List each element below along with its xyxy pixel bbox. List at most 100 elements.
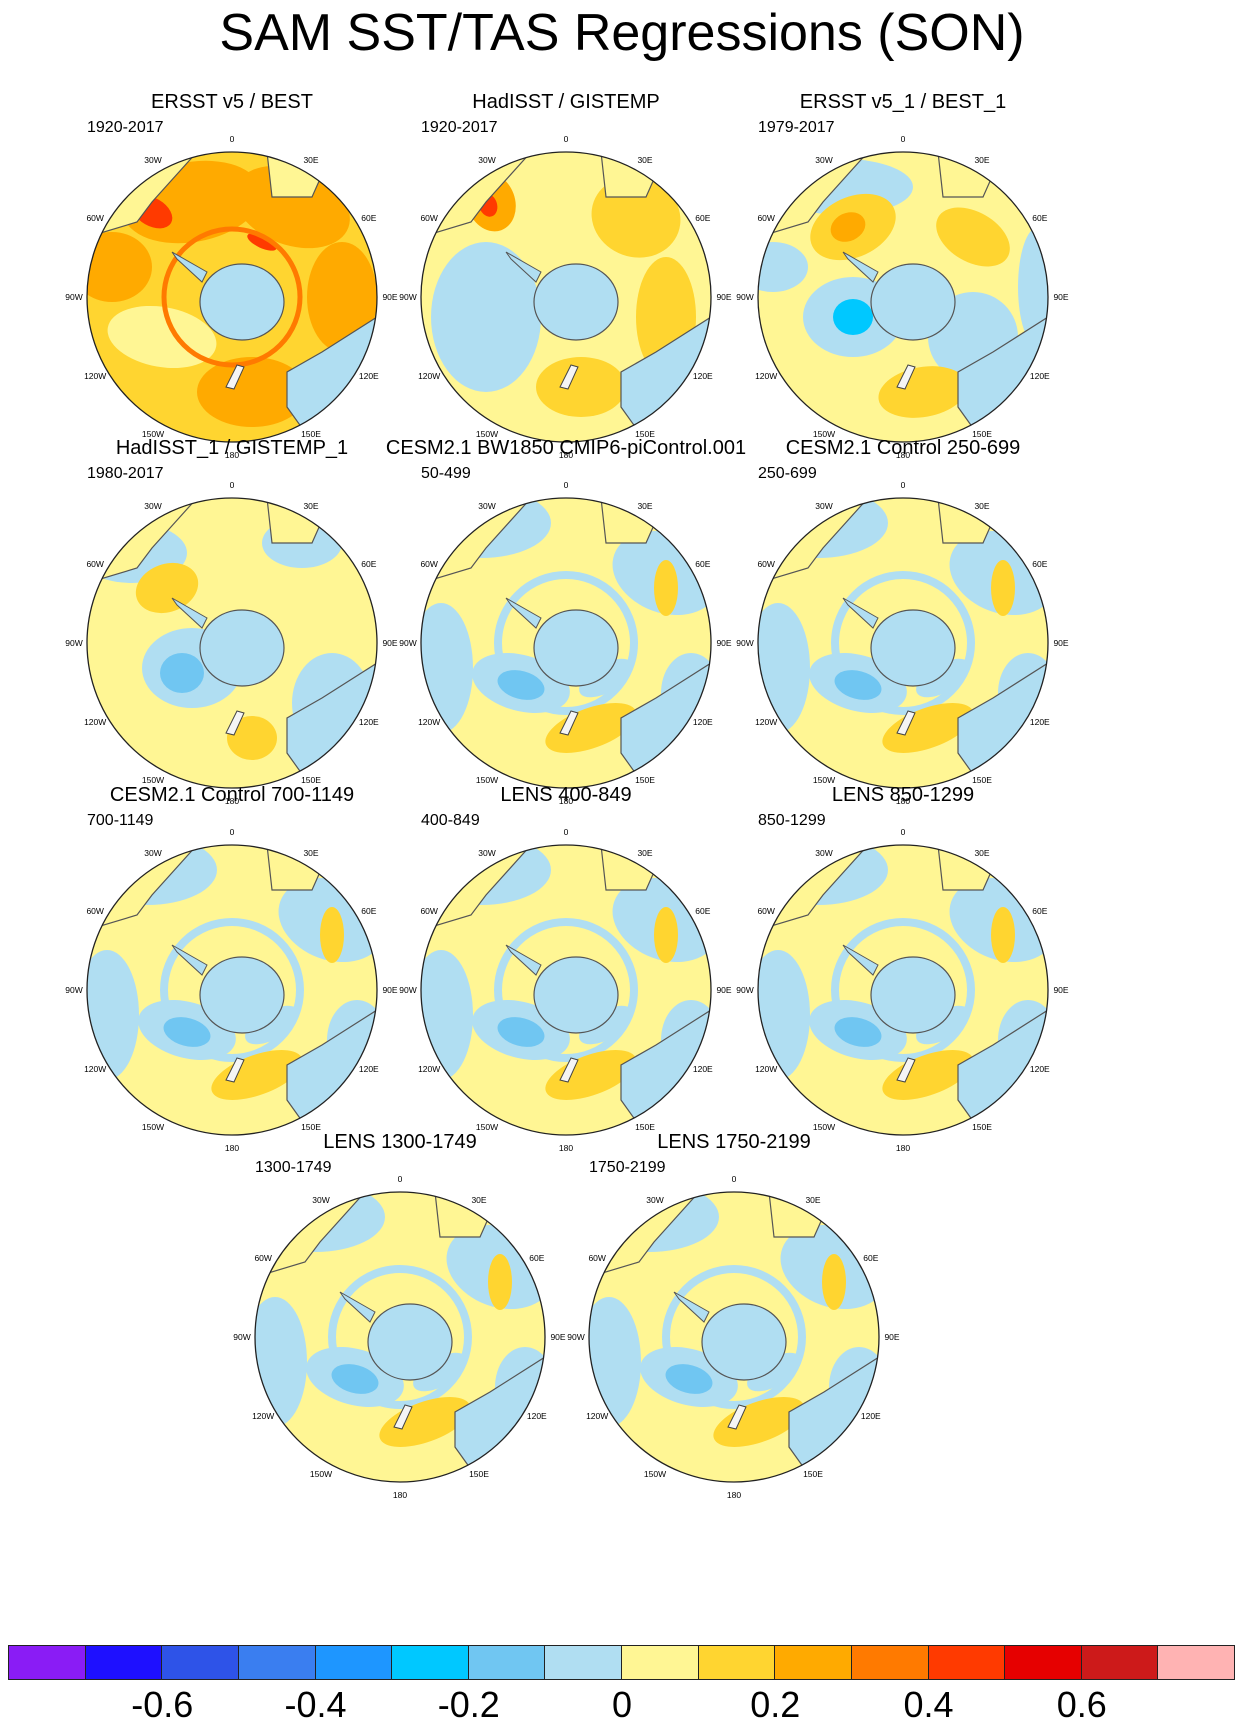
- colorbar-tick-label: 0.4: [903, 1684, 954, 1725]
- antarctica-landmass: [870, 609, 956, 687]
- anomaly-region: [536, 357, 626, 417]
- longitude-label: 0: [563, 480, 569, 490]
- anomaly-region: [579, 658, 633, 698]
- longitude-label: 30W: [646, 1195, 664, 1206]
- longitude-label: 30E: [303, 501, 319, 512]
- longitude-label: 120E: [860, 1411, 881, 1421]
- longitude-label: 30E: [637, 155, 653, 166]
- antarctic-peninsula: [171, 251, 208, 283]
- longitude-label: 30W: [144, 501, 162, 512]
- colorbar-tick-label: 0: [611, 1684, 633, 1725]
- anomaly-region: [497, 1017, 545, 1047]
- longitude-label: 120W: [586, 1411, 609, 1421]
- longitude-label: 150W: [475, 774, 499, 785]
- anomaly-region: [87, 950, 139, 1080]
- longitude-label: 30W: [815, 848, 833, 859]
- anomaly-region: [747, 1352, 801, 1392]
- longitude-label: 60E: [695, 559, 711, 569]
- map-boundary: [757, 844, 1049, 1136]
- longitude-label: 60E: [695, 213, 711, 223]
- map-panels: [86, 151, 1049, 1483]
- longitude-label: 0: [229, 134, 235, 144]
- anomaly-ring: [328, 1265, 472, 1409]
- anomaly-region: [545, 703, 637, 753]
- panel-title: LENS 1750-2199: [657, 1131, 811, 1153]
- longitude-label: 60E: [361, 906, 377, 916]
- longitude-label: 180: [224, 450, 240, 460]
- anomaly-region: [991, 560, 1015, 616]
- antarctica-landmass: [533, 609, 619, 687]
- map-panel-4: [87, 498, 377, 788]
- map-boundary: [420, 151, 712, 443]
- anomaly-region: [163, 1017, 211, 1047]
- colorbar-tick-label: 0.2: [750, 1684, 801, 1725]
- colorbar-box: [314, 1645, 393, 1680]
- colorbar-box: [467, 1645, 546, 1680]
- anomaly-region: [160, 653, 204, 693]
- new-zealand-landmass: [393, 1404, 413, 1430]
- map-boundary: [588, 1191, 880, 1483]
- longitude-label: 150E: [301, 774, 321, 785]
- longitude-label: 60E: [361, 213, 377, 223]
- anomaly-region: [579, 1005, 633, 1045]
- colorbar-box: [391, 1645, 469, 1680]
- anomaly-region: [713, 1397, 805, 1447]
- colorbar-tick-label: -0.4: [284, 1684, 347, 1725]
- longitude-label: 150W: [475, 428, 499, 439]
- antarctica-landmass: [870, 956, 956, 1034]
- anomaly-ring: [831, 571, 975, 715]
- anomaly-region: [830, 212, 866, 242]
- panel-title: LENS 400-849: [500, 784, 632, 806]
- longitude-label: 150W: [141, 1121, 165, 1132]
- longitude-label: 90E: [550, 1332, 566, 1342]
- anomaly-ring: [494, 918, 638, 1062]
- anomaly-region: [882, 1050, 974, 1100]
- longitude-label: 150W: [141, 428, 165, 439]
- map-panel-2: [421, 152, 711, 442]
- map-panel-6: [758, 498, 1048, 788]
- anomaly-region: [421, 950, 473, 1080]
- longitude-label: 30E: [303, 155, 319, 166]
- longitude-label: 30W: [815, 155, 833, 166]
- anomaly-region: [665, 1364, 713, 1394]
- longitude-label: 120E: [692, 717, 713, 727]
- antarctica-landmass: [533, 263, 619, 341]
- panel-period: 700-1149: [87, 812, 154, 829]
- panel-period: 1920-2017: [421, 119, 498, 136]
- longitude-label: 150W: [812, 1121, 836, 1132]
- longitude-label: 30E: [974, 848, 990, 859]
- longitude-label: 90E: [884, 1332, 900, 1342]
- new-zealand-landmass: [896, 710, 916, 736]
- panel-title: ERSST v5_1 / BEST_1: [799, 91, 1007, 113]
- longitude-label: 90W: [399, 638, 417, 648]
- antarctic-peninsula: [505, 597, 542, 629]
- longitude-label: 150E: [803, 1468, 823, 1479]
- longitude-label: 0: [563, 827, 569, 837]
- antarctica-landmass: [199, 609, 285, 687]
- longitude-label: 180: [726, 1490, 742, 1500]
- map-panel-3: [758, 152, 1048, 442]
- longitude-label: 120E: [526, 1411, 547, 1421]
- longitude-label: 120E: [1029, 717, 1050, 727]
- panel-title: ERSST v5 / BEST: [151, 91, 313, 113]
- longitude-label: 60W: [757, 213, 775, 223]
- anomaly-region: [833, 299, 873, 335]
- longitude-label: 0: [563, 134, 569, 144]
- colorbar-box: [1157, 1645, 1235, 1680]
- anomaly-ring: [160, 918, 304, 1062]
- longitude-label: 180: [224, 796, 240, 806]
- new-zealand-landmass: [727, 1404, 747, 1430]
- longitude-label: 120W: [418, 1064, 441, 1074]
- colorbar-tick-label: 0.6: [1056, 1684, 1107, 1725]
- longitude-label: 150E: [972, 428, 992, 439]
- longitude-label: 120E: [1029, 371, 1050, 381]
- longitude-label: 90E: [382, 292, 398, 302]
- longitude-label: 0: [900, 827, 906, 837]
- panel-period: 1300-1749: [255, 1159, 332, 1176]
- antarctica-landmass: [533, 956, 619, 1034]
- anomaly-region: [247, 233, 277, 251]
- anomaly-region: [245, 1005, 299, 1045]
- panel-title: LENS 850-1299: [831, 784, 975, 806]
- map-boundary: [420, 844, 712, 1136]
- longitude-label: 90W: [65, 985, 83, 995]
